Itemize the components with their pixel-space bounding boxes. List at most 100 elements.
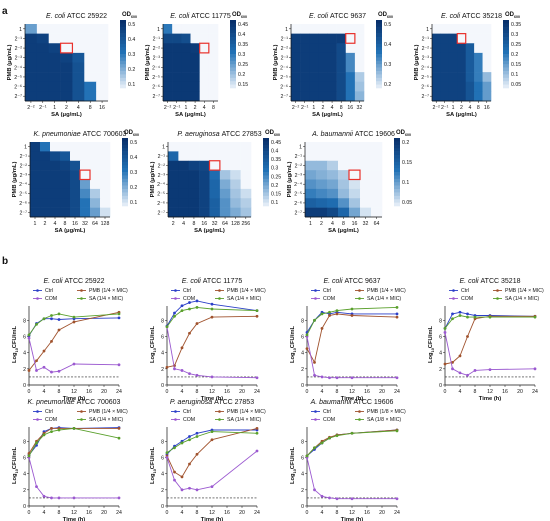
heatmap-cell — [40, 170, 51, 180]
legend-label: Ctrl — [183, 288, 191, 294]
heatmap-cell — [96, 81, 109, 92]
colorbar-segment — [394, 151, 400, 156]
heatmap-cell — [305, 207, 317, 218]
heatmap-cell — [465, 24, 475, 34]
y-tick-label: 2⁻⁵ — [19, 192, 27, 198]
data-point-com — [488, 368, 492, 372]
heatmap-cell — [178, 160, 190, 171]
legend-label: PMB (1/4 × MIC) — [505, 288, 544, 294]
colorbar-segment — [376, 43, 382, 48]
heatmap-cell — [60, 142, 71, 152]
colorbar-tick-label: 0.3 — [238, 52, 245, 58]
heatmap-cell — [432, 43, 441, 54]
y-tick-label: 0 — [161, 504, 164, 510]
y-tick-label: 2⁻⁷ — [19, 210, 27, 216]
x-tick-label: 0 — [28, 510, 31, 516]
heatmap-cell — [465, 52, 475, 63]
colorbar-tick-label: 0.35 — [511, 22, 521, 28]
x-tick-label: 24 — [254, 389, 260, 395]
data-point-ctrl — [195, 431, 199, 435]
heatmap-cell — [209, 142, 221, 152]
heatmap-cell — [190, 33, 200, 44]
heatmap-cell — [209, 198, 221, 208]
data-point-pmb — [451, 360, 454, 364]
data-point-sa — [27, 454, 31, 458]
colorbar-segment — [120, 74, 126, 79]
heatmap-cell — [345, 52, 356, 63]
colorbar-segment — [376, 30, 382, 34]
colorbar-segment — [394, 172, 400, 176]
heatmap-cell — [36, 81, 50, 92]
heatmap-cell — [48, 24, 61, 34]
data-point-com — [165, 456, 169, 459]
heatmap-cell — [181, 24, 191, 34]
colorbar-segment — [120, 81, 126, 85]
x-tick-label: 8 — [212, 105, 215, 111]
heatmap-cell — [316, 160, 328, 171]
heatmap-cell — [190, 43, 200, 54]
heatmap-cell — [60, 33, 73, 44]
data-point-sa — [50, 314, 53, 317]
heatmap-cell — [188, 179, 200, 190]
heatmap-cell — [90, 160, 101, 171]
colorbar-segment — [263, 175, 269, 180]
growth-panel: K. pneumoniae ATCC 700603 Ctrl PMB (1/4 × … — [12, 399, 128, 521]
y-tick-label: 6 — [301, 456, 304, 462]
heatmap-cell — [219, 179, 231, 190]
panel-label-a: a — [2, 6, 8, 17]
colorbar-segment — [122, 202, 128, 207]
heatmap-cell — [336, 24, 347, 34]
heatmap-cell — [354, 52, 365, 63]
data-point-sa — [57, 428, 61, 432]
heatmap-cell — [209, 207, 221, 218]
data-point-pmb — [173, 470, 176, 474]
heatmap-cell — [291, 72, 301, 83]
legend-label: PMB (1/4 × MIC) — [227, 288, 266, 294]
heatmap-cell — [90, 170, 101, 180]
data-point-sa — [180, 309, 184, 313]
y-tick-label: 2⁻¹ — [158, 154, 166, 160]
colorbar-segment — [503, 60, 509, 65]
heatmap-cell — [291, 91, 301, 102]
colorbar-tick-label: 0.05 — [511, 82, 521, 88]
y-tick-label: 6 — [161, 456, 164, 462]
y-axis-label: PMB (μg/mL) — [145, 45, 151, 81]
data-point-com — [335, 376, 339, 380]
y-tick-label: 4 — [301, 351, 304, 357]
heatmap-cell — [209, 160, 221, 171]
colorbar-segment — [376, 77, 382, 82]
chart-title: E. coli ATCC 11775 — [182, 278, 243, 285]
heatmap-cell — [360, 207, 372, 218]
legend-label: COM — [183, 296, 195, 302]
heatmap-cell — [318, 91, 328, 102]
data-point-pmb — [117, 427, 121, 430]
data-point-com — [42, 365, 46, 369]
y-tick-label: 8 — [301, 439, 304, 445]
data-point-ctrl — [57, 318, 61, 321]
y-tick-label: 2⁻³ — [20, 173, 28, 179]
colorbar-segment — [503, 77, 509, 82]
data-point-sa — [50, 430, 53, 434]
heatmap-cell — [60, 91, 73, 102]
legend-marker — [36, 289, 39, 292]
colorbar-label: OD600 — [232, 12, 247, 19]
colorbar-segment — [230, 54, 236, 58]
x-tick-label: 0 — [306, 389, 309, 395]
y-tick-label: 0 — [439, 383, 442, 389]
heatmap-cell — [440, 24, 450, 34]
legend-marker — [358, 410, 361, 413]
heatmap-cell — [50, 170, 61, 180]
colorbar-tick-label: 0.2 — [511, 52, 518, 58]
colorbar-tick-label: 0.2 — [130, 185, 137, 191]
heatmap-cell — [465, 43, 475, 54]
x-axis-label: Time (h) — [201, 396, 224, 402]
colorbar-tick-label: 0.15 — [271, 191, 281, 197]
heatmap-cell — [318, 72, 328, 83]
colorbar-tick-label: 0.25 — [271, 174, 281, 180]
heatmap-cell — [30, 188, 41, 199]
y-axis-label: Log10CFU/mL — [150, 326, 157, 364]
legend-marker — [218, 289, 221, 292]
colorbar-tick-label: 0.4 — [130, 155, 137, 161]
y-tick-label: 2⁻⁴ — [157, 182, 165, 188]
heatmap-cell — [163, 33, 173, 44]
